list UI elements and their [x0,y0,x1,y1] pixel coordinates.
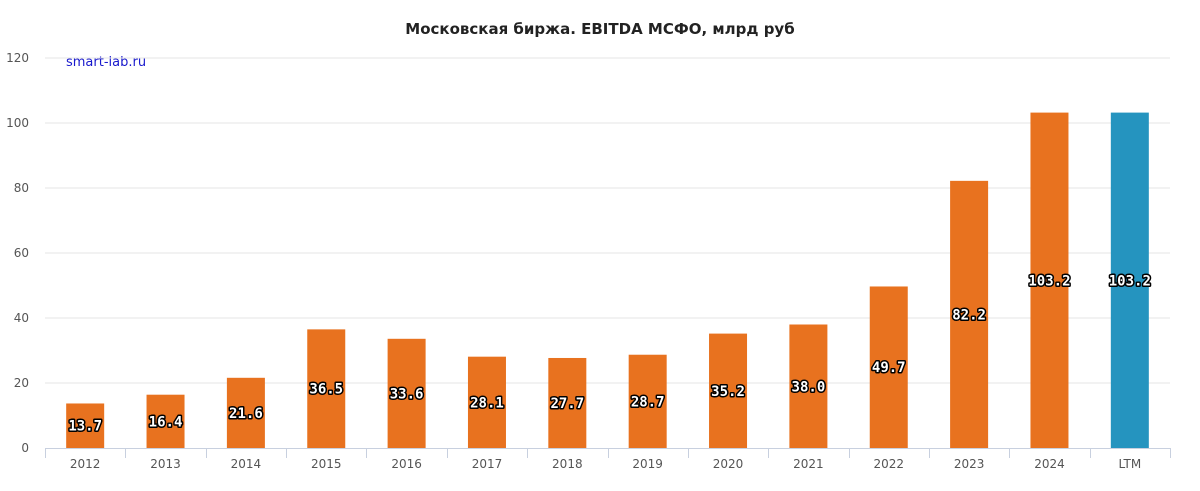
y-tick-label: 40 [14,311,29,325]
x-tick-label: 2024 [1034,457,1065,471]
x-tick-label: 2018 [552,457,583,471]
bars [66,112,1149,448]
bar [66,403,105,448]
x-tick-label: 2021 [793,457,824,471]
watermark-link[interactable]: smart-lab.ru [66,55,147,70]
x-axis-ticks: 2012 2013 2014 2015 2016 2017 2018 2019 2020 2021… [70,457,1141,471]
y-tick-label: 80 [14,181,29,195]
y-axis-ticks: 0 20 40 60 80 100 120 [6,51,29,455]
bar-value-label: 103.2 [1028,273,1070,289]
x-tick-label: 2015 [311,457,342,471]
bar [146,394,185,448]
x-tick-label: 2020 [713,457,744,471]
y-tick-label: 100 [6,116,29,130]
bar-value-label: 28.7 [631,394,665,410]
bar-value-label: 21.6 [229,406,263,422]
x-tick-label: 2016 [391,457,422,471]
bar [709,333,748,448]
y-tick-label: 120 [6,51,29,65]
bar [387,338,426,448]
bar [467,356,506,448]
bar [226,377,265,448]
bar-value-label: 27.7 [550,396,584,412]
bar-value-label: 49.7 [872,360,906,376]
bar-value-label: 103.2 [1109,273,1151,289]
bar [307,329,346,448]
bar [950,180,989,448]
y-tick-label: 0 [21,441,29,455]
grid-lines [45,57,1170,384]
bar-value-label: 13.7 [68,419,102,435]
bar [869,286,908,448]
bar-value-label: 38.0 [792,379,826,395]
bar [1110,112,1149,448]
bar-value-label: 36.5 [309,382,343,398]
chart-title: Московская биржа. EBITDA МСФО, млрд руб [405,20,795,38]
x-tick-label: 2023 [954,457,985,471]
y-tick-label: 20 [14,376,29,390]
x-tick-label: 2019 [632,457,663,471]
bar-value-label: 28.1 [470,395,504,411]
x-tick-label: 2014 [231,457,262,471]
x-tick-label: 2012 [70,457,101,471]
bar [1030,112,1069,448]
x-tick-label: LTM [1118,457,1141,471]
bar [548,357,587,448]
bar-value-label: 35.2 [711,384,745,400]
y-tick-label: 60 [14,246,29,260]
bar-value-label: 33.6 [390,386,424,402]
x-tick-label: 2022 [873,457,904,471]
bar-value-label: 82.2 [952,307,986,323]
x-tick-label: 2013 [150,457,181,471]
bar-value-labels: 13.7 16.4 21.6 36.5 33.6 28.1 27.7 28.7 35.2 38.0… [67,272,1153,436]
bar [789,324,828,448]
bar [628,354,667,448]
x-tick-label: 2017 [472,457,503,471]
bar-value-label: 16.4 [149,414,183,430]
x-axis [45,448,1171,458]
